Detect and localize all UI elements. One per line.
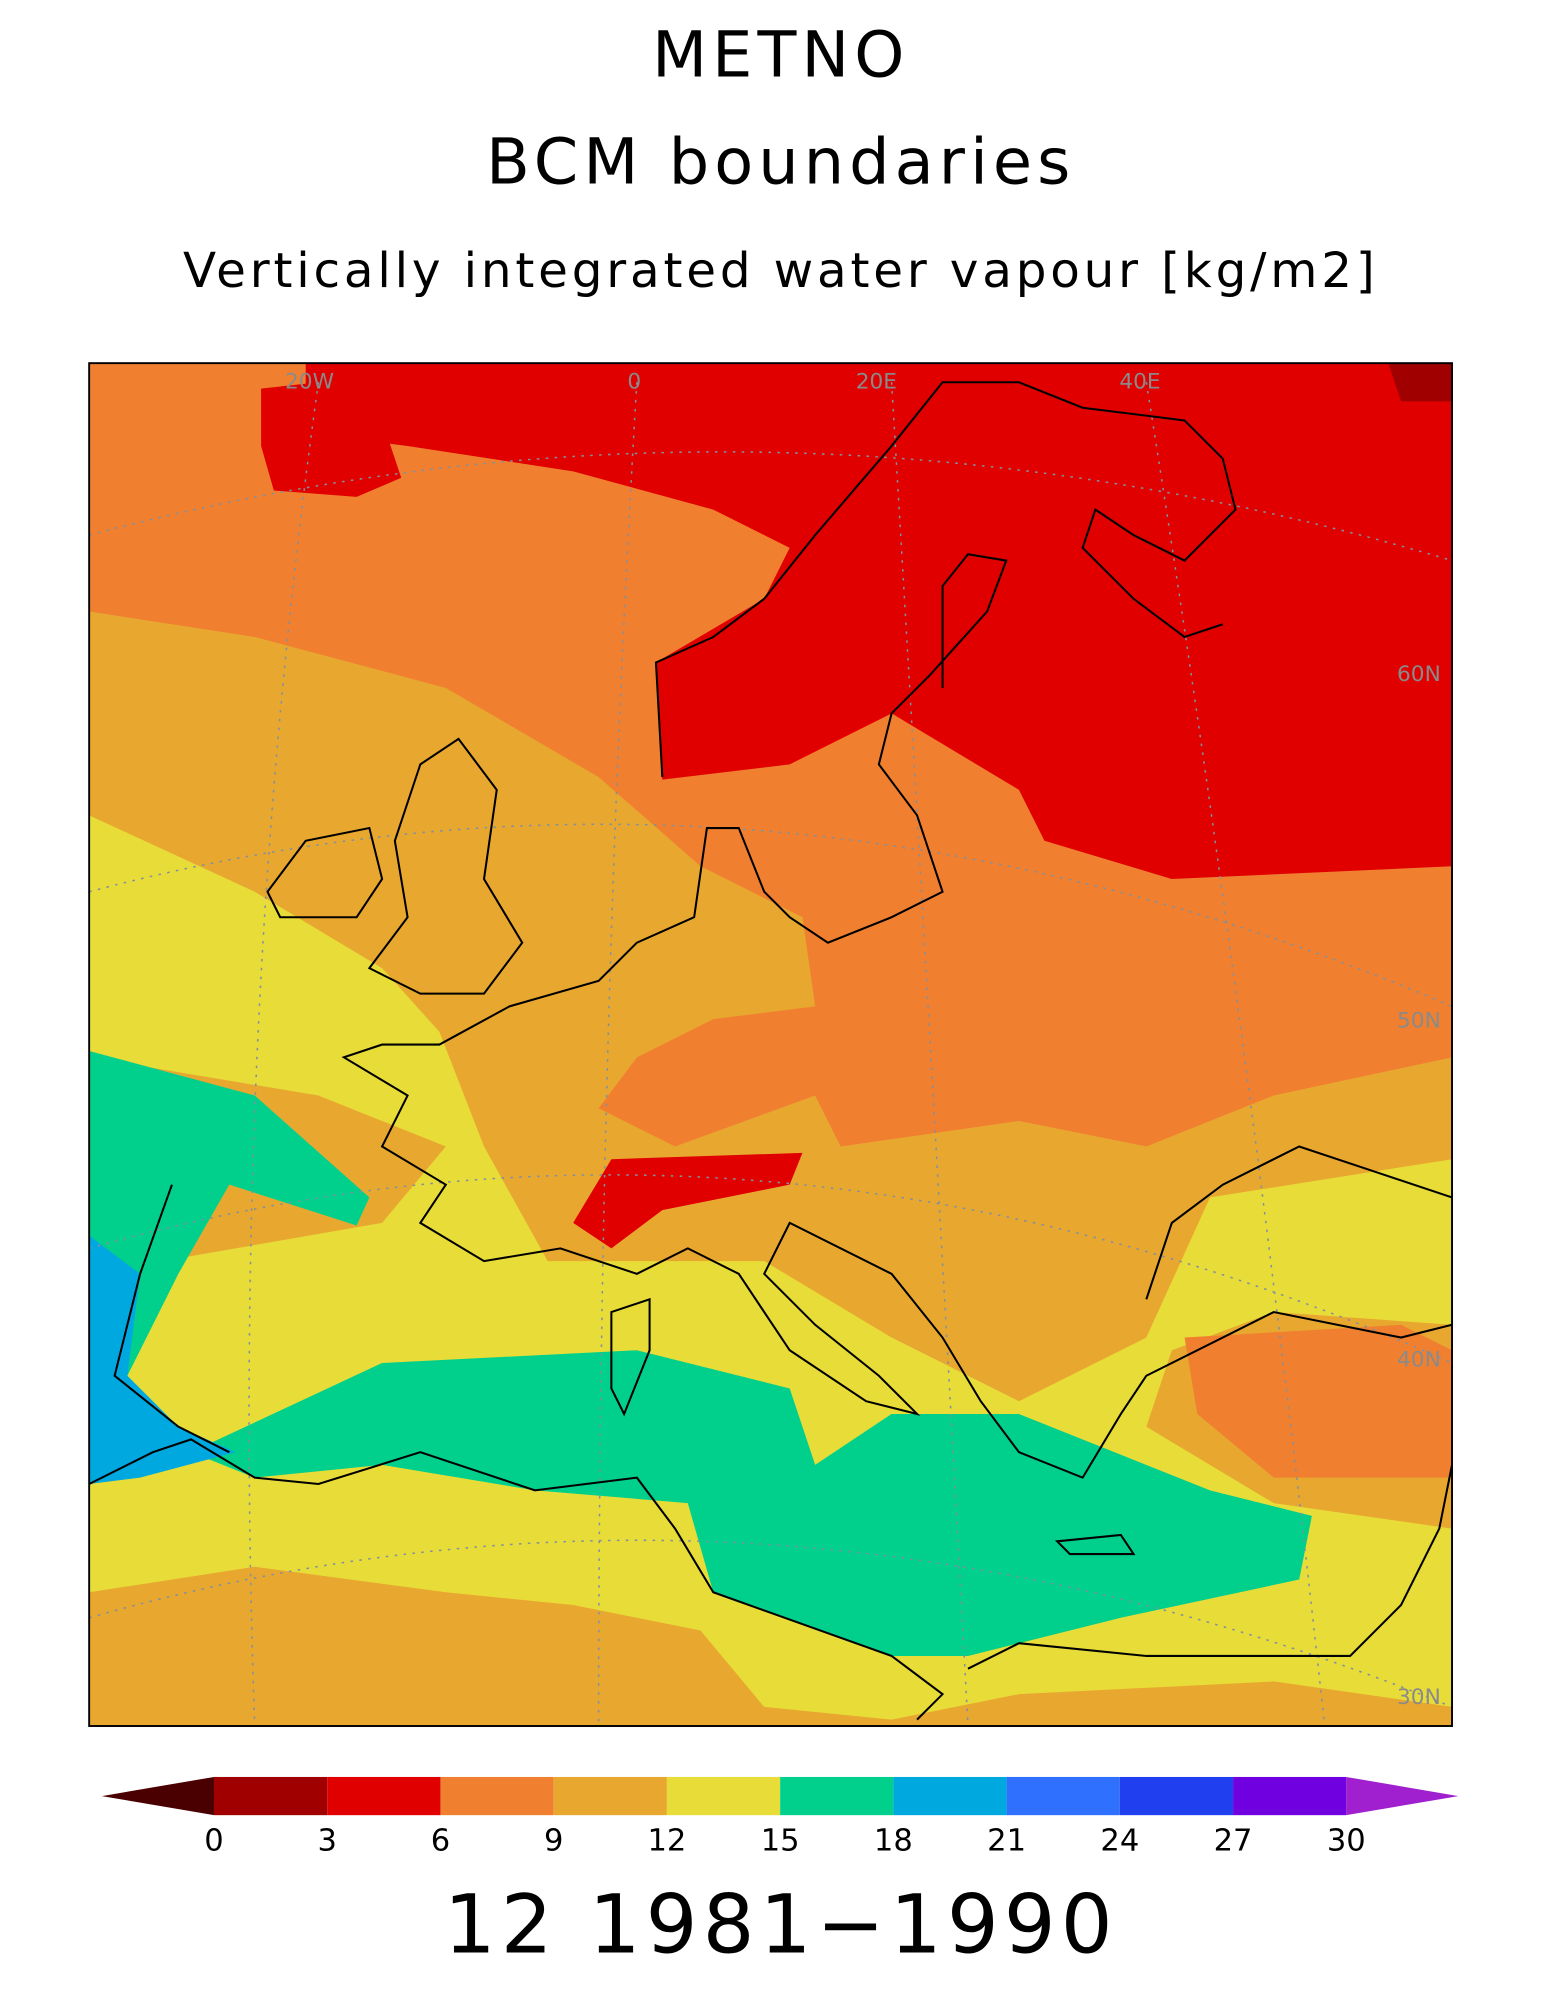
colorbar-over — [1346, 1776, 1459, 1816]
field — [305, 363, 1453, 879]
field — [261, 382, 402, 497]
lat-label: 40N — [1397, 1347, 1441, 1372]
colorbar-tick-label: 27 — [1214, 1823, 1253, 1858]
colorbar-box — [440, 1776, 554, 1816]
colorbar-box — [666, 1776, 781, 1816]
variable-label: Vertically integrated water vapour [kg/m… — [183, 243, 1379, 299]
colorbar: 0 3 6 9 12 15 18 21 24 27 30 — [101, 1776, 1459, 1858]
colorbar-tick-label: 18 — [874, 1823, 913, 1858]
colorbar-under — [101, 1776, 214, 1816]
lat-label: 50N — [1397, 1009, 1441, 1034]
map-frame — [88, 362, 1453, 1727]
colorbar-tick-label: 9 — [544, 1823, 563, 1858]
lon-label: 40E — [1119, 369, 1160, 394]
colorbar-box — [553, 1776, 667, 1816]
lon-label: 20W — [285, 369, 334, 394]
colorbar-tick-label: 30 — [1327, 1823, 1366, 1858]
colorbar-box — [1006, 1776, 1120, 1816]
coastline — [89, 381, 1453, 1721]
colorbar-box — [327, 1776, 441, 1816]
colorbar-box — [780, 1776, 894, 1816]
field — [191, 1350, 1312, 1656]
lat-label: 60N — [1397, 662, 1441, 687]
field — [89, 1050, 370, 1402]
field — [1184, 1324, 1453, 1478]
field — [89, 1235, 236, 1485]
title: METNO — [652, 18, 909, 92]
lon-label: 0 — [627, 369, 641, 394]
map: 20W 0 20E 40E 60N 50N 40N 30N — [89, 363, 1453, 1727]
colorbar-tick-label: 21 — [987, 1823, 1026, 1858]
colorbar-tick-label: 12 — [647, 1823, 686, 1858]
lat-label: 30N — [1397, 1685, 1441, 1710]
colorbar-box — [893, 1776, 1007, 1816]
colorbar-box — [1233, 1776, 1347, 1816]
footer: 12 1981−1990 — [444, 1877, 1118, 1972]
field — [1388, 363, 1453, 402]
colorbar-tick-label: 6 — [431, 1823, 450, 1858]
lon-label: 20E — [856, 369, 897, 394]
colorbar-tick-label: 15 — [761, 1823, 800, 1858]
subtitle: BCM boundaries — [486, 125, 1075, 199]
colorbar-box — [1119, 1776, 1234, 1816]
colorbar-tick-label: 24 — [1100, 1823, 1139, 1858]
field — [573, 1152, 803, 1249]
colorbar-box — [213, 1776, 328, 1816]
colorbar-tick-label: 0 — [204, 1823, 223, 1858]
colorbar-tick-label: 3 — [317, 1823, 336, 1858]
